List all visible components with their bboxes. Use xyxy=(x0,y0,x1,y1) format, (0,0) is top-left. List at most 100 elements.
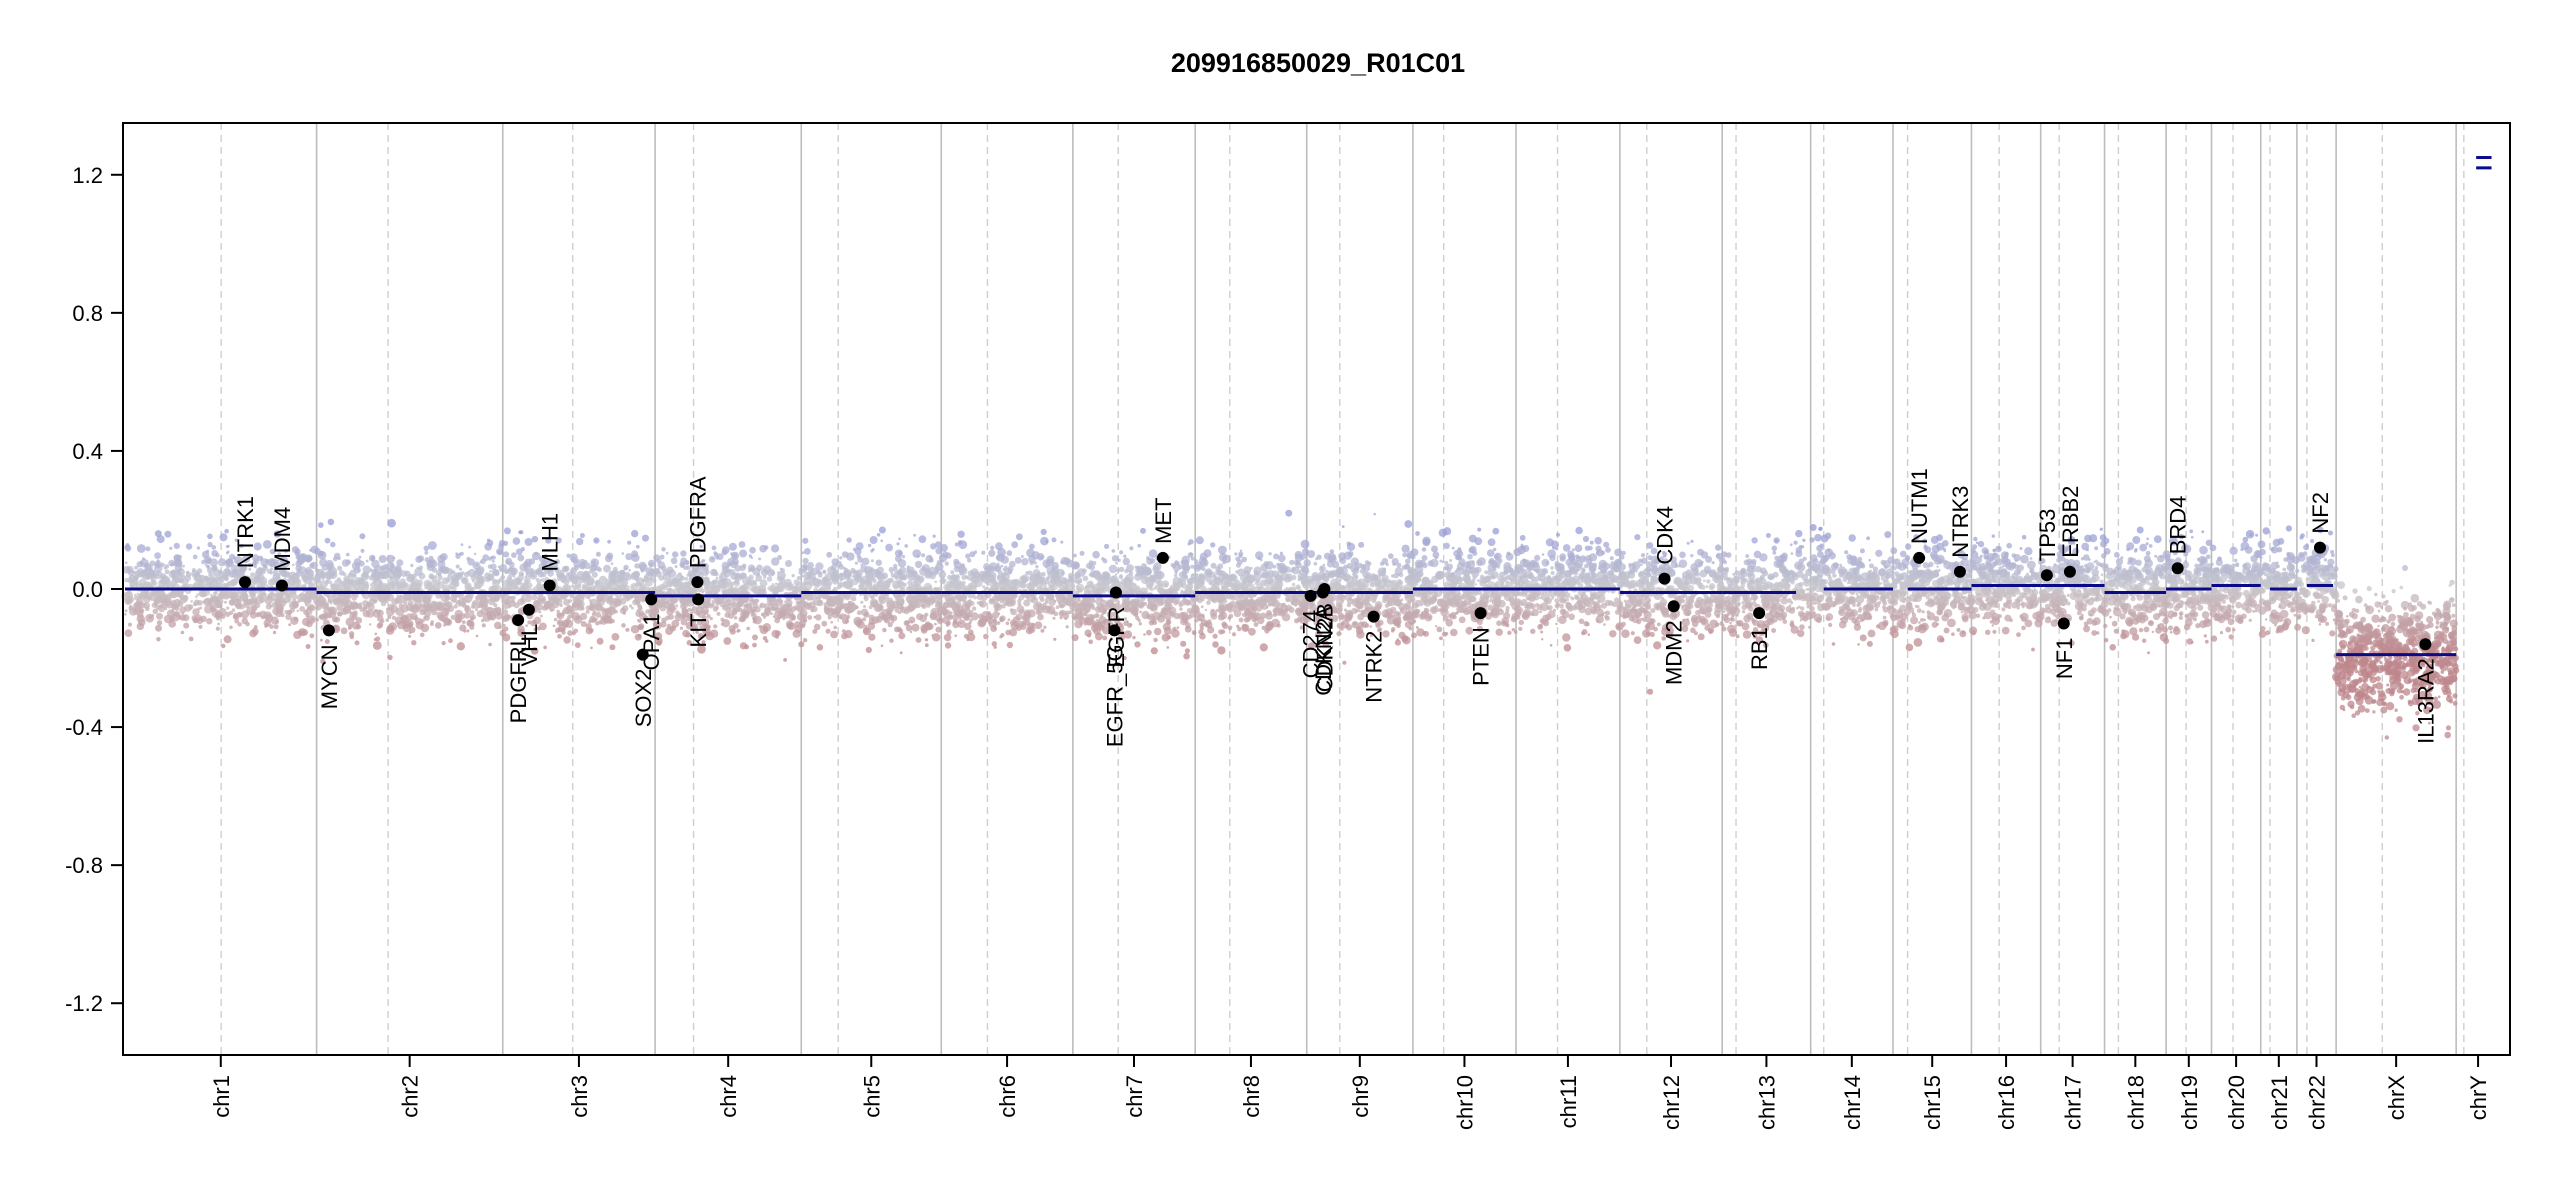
probe-point xyxy=(1061,571,1065,575)
probe-point xyxy=(944,642,952,649)
probe-point xyxy=(309,633,315,639)
probe-point xyxy=(533,627,537,632)
probe-point xyxy=(1277,567,1280,571)
probe-point xyxy=(276,559,280,562)
probe-point xyxy=(756,564,763,572)
probe-point xyxy=(260,568,266,575)
probe-point xyxy=(845,614,851,620)
probe-point xyxy=(348,594,352,599)
probe-point xyxy=(448,582,456,590)
probe-point xyxy=(1220,629,1226,634)
probe-point xyxy=(212,591,218,596)
probe-point xyxy=(600,617,608,625)
probe-point xyxy=(935,626,942,633)
probe-point xyxy=(303,593,310,599)
probe-point xyxy=(749,599,756,606)
probe-point xyxy=(1162,608,1170,615)
probe-point xyxy=(731,558,739,566)
probe-point xyxy=(844,619,850,624)
probe-point xyxy=(258,567,262,571)
probe-point xyxy=(1295,561,1302,569)
probe-point xyxy=(1096,587,1104,595)
probe-point xyxy=(1241,579,1247,585)
probe-point xyxy=(1130,599,1135,605)
probe-point xyxy=(890,573,895,578)
probe-point xyxy=(714,571,719,577)
probe-point xyxy=(156,559,160,563)
probe-point xyxy=(1139,610,1142,614)
probe-point xyxy=(813,615,817,619)
probe-point xyxy=(1088,582,1093,587)
probe-point xyxy=(546,566,553,573)
probe-point xyxy=(219,591,227,600)
probe-point xyxy=(1173,581,1179,588)
probe-point xyxy=(964,622,972,631)
probe-point xyxy=(237,562,241,566)
probe-point xyxy=(971,606,977,611)
probe-point xyxy=(481,623,486,628)
probe-point xyxy=(136,592,139,596)
probe-point xyxy=(1228,613,1234,619)
probe-point xyxy=(804,548,811,555)
probe-point xyxy=(1065,625,1069,629)
probe-point xyxy=(913,533,916,537)
probe-point xyxy=(555,537,562,544)
probe-point xyxy=(754,598,760,603)
probe-point xyxy=(679,626,684,630)
probe-point xyxy=(1111,549,1116,553)
probe-point xyxy=(728,625,736,632)
probe-point xyxy=(853,616,862,626)
probe-point xyxy=(433,582,440,590)
probe-point xyxy=(473,552,477,556)
probe-point xyxy=(327,599,332,604)
probe-point xyxy=(168,559,176,567)
probe-point xyxy=(1077,587,1083,593)
probe-point xyxy=(466,620,473,627)
probe-point xyxy=(1050,610,1055,615)
probe-point xyxy=(1207,594,1214,601)
probe-point xyxy=(531,551,541,561)
probe-point xyxy=(888,615,895,621)
probe-point xyxy=(536,626,542,631)
probe-point xyxy=(715,555,720,560)
probe-point xyxy=(967,599,972,605)
probe-point xyxy=(882,627,887,633)
probe-point xyxy=(224,600,227,604)
probe-point xyxy=(916,584,920,588)
probe-point xyxy=(674,565,678,569)
probe-point xyxy=(649,576,654,581)
probe-point xyxy=(612,573,616,576)
probe-point xyxy=(697,644,706,654)
probe-point xyxy=(433,575,438,579)
probe-point xyxy=(1158,570,1162,574)
probe-point xyxy=(403,583,408,588)
probe-point xyxy=(623,594,628,600)
probe-point xyxy=(957,530,965,538)
probe-point xyxy=(530,647,539,655)
probe-point xyxy=(1040,628,1045,633)
probe-point xyxy=(315,618,320,622)
probe-point xyxy=(531,594,538,601)
probe-point xyxy=(165,600,174,609)
probe-point xyxy=(548,596,556,603)
probe-point xyxy=(807,615,813,620)
probe-point xyxy=(924,643,929,648)
probe-point xyxy=(273,624,279,630)
probe-point xyxy=(304,569,309,574)
probe-point xyxy=(156,620,163,626)
probe-point xyxy=(631,585,635,588)
probe-point xyxy=(337,565,343,571)
probe-point xyxy=(346,552,350,557)
probe-point xyxy=(140,593,145,599)
probe-point xyxy=(454,616,462,624)
probe-point xyxy=(204,563,208,567)
probe-point xyxy=(1238,617,1244,623)
probe-point xyxy=(656,558,662,564)
probe-point xyxy=(965,604,971,610)
probe-point xyxy=(430,620,434,624)
probe-point xyxy=(752,642,757,648)
probe-point xyxy=(125,561,128,564)
probe-point xyxy=(612,566,618,572)
probe-point xyxy=(437,567,442,571)
